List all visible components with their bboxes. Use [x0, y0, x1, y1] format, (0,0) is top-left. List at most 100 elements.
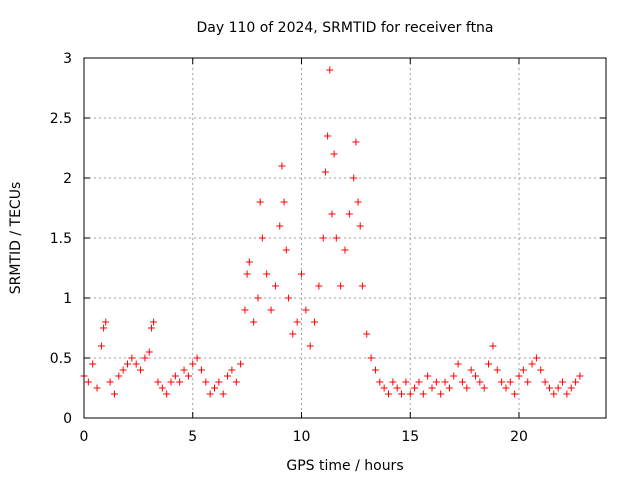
y-tick-label: 3	[63, 51, 72, 67]
data-point	[476, 378, 484, 386]
data-point	[356, 222, 364, 230]
x-tick-label: 10	[293, 429, 311, 445]
data-point	[228, 366, 236, 374]
data-point	[532, 354, 540, 362]
data-point	[211, 384, 218, 392]
data-point	[298, 270, 305, 278]
data-point	[467, 366, 475, 374]
data-point	[376, 378, 384, 386]
data-point	[306, 342, 314, 350]
data-point	[559, 378, 566, 386]
data-point	[180, 366, 188, 374]
data-point	[441, 378, 449, 386]
data-point	[197, 366, 205, 374]
data-point	[193, 354, 201, 362]
data-point	[550, 390, 558, 398]
data-point	[411, 384, 419, 392]
data-point	[132, 360, 140, 368]
data-point	[332, 234, 340, 242]
data-point	[506, 378, 514, 386]
data-point	[124, 360, 131, 368]
data-point	[302, 306, 310, 314]
data-point	[337, 282, 345, 290]
axis-ticks: 0 5 10 15 20 0 0.5 1 1.5 2 2.5 3	[50, 51, 606, 445]
data-point	[282, 246, 290, 254]
data-point	[528, 360, 536, 368]
data-point	[100, 324, 108, 332]
x-tick-label: 20	[510, 429, 528, 445]
data-point	[215, 378, 223, 386]
data-point	[245, 258, 253, 266]
data-point	[576, 372, 584, 380]
data-point	[350, 174, 358, 182]
data-point	[158, 384, 166, 392]
y-axis-label: SRMTID / TECUs	[8, 182, 24, 295]
data-point	[437, 390, 445, 398]
data-point	[237, 360, 245, 368]
data-point	[258, 234, 266, 242]
data-point	[141, 354, 149, 362]
x-tick-label: 0	[80, 429, 89, 445]
data-point	[321, 168, 329, 176]
x-tick-label: 15	[401, 429, 419, 445]
data-point	[243, 270, 251, 278]
data-point	[389, 378, 397, 386]
grid-lines	[84, 58, 606, 418]
data-point	[250, 318, 258, 326]
data-point	[424, 372, 432, 380]
data-point	[524, 378, 532, 386]
data-point	[106, 378, 114, 386]
data-point	[93, 384, 101, 392]
y-tick-label: 2.5	[50, 111, 72, 127]
y-tick-label: 1	[63, 291, 72, 307]
data-point	[380, 384, 388, 392]
data-point	[137, 366, 145, 374]
data-point	[184, 372, 192, 380]
data-point	[89, 360, 97, 368]
data-point	[406, 390, 414, 398]
data-point	[563, 390, 571, 398]
data-point	[267, 306, 275, 314]
data-point	[515, 372, 523, 380]
data-point	[154, 378, 162, 386]
data-point	[289, 330, 297, 338]
y-tick-label: 0	[63, 411, 72, 427]
x-axis-label: GPS time / hours	[286, 458, 403, 474]
data-point	[163, 390, 171, 398]
data-point	[293, 318, 301, 326]
data-point	[115, 372, 123, 380]
data-point	[128, 354, 136, 362]
data-point	[472, 372, 479, 380]
data-point	[402, 378, 410, 386]
data-point	[324, 132, 332, 140]
data-point	[352, 138, 360, 146]
data-point	[271, 282, 279, 290]
data-point	[219, 390, 227, 398]
data-point	[97, 342, 105, 350]
data-point	[241, 306, 249, 314]
data-point	[493, 366, 501, 374]
data-point	[276, 222, 284, 230]
data-point	[485, 360, 493, 368]
data-point	[311, 318, 319, 326]
data-point	[328, 210, 336, 218]
data-point	[110, 390, 118, 398]
data-point	[84, 378, 92, 386]
data-point	[278, 162, 286, 170]
data-point	[358, 282, 366, 290]
data-point	[371, 366, 379, 374]
data-point	[567, 384, 575, 392]
data-point	[541, 378, 549, 386]
data-point	[330, 150, 338, 158]
data-point	[256, 198, 264, 206]
data-point	[537, 366, 545, 374]
data-point	[450, 372, 458, 380]
data-point	[202, 378, 210, 386]
data-point	[398, 390, 406, 398]
data-point	[341, 246, 349, 254]
data-point	[511, 390, 519, 398]
data-point	[345, 210, 353, 218]
data-point	[102, 318, 110, 326]
